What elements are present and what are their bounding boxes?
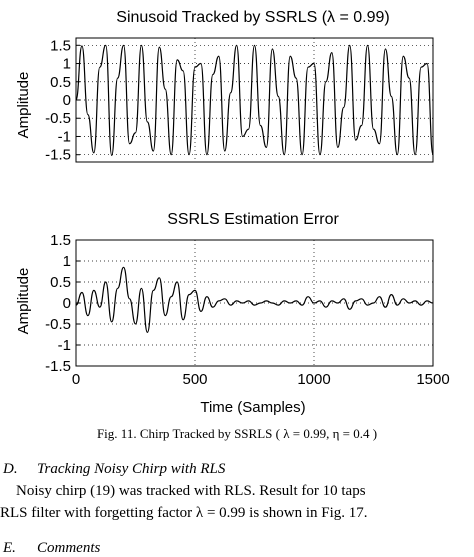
y-tick-label: -0.5 <box>45 316 71 333</box>
plot-1-title: Sinusoid Tracked by SSRLS (λ = 0.99) <box>116 9 389 26</box>
figure-caption: Fig. 11. Chirp Tracked by SSRLS ( λ = 0.… <box>96 426 378 441</box>
y-tick-label: -1 <box>58 337 71 354</box>
plot-2-title: SSRLS Estimation Error <box>167 211 339 228</box>
x-tick-label: 1500 <box>416 371 449 388</box>
y-tick-label: 0 <box>63 295 71 312</box>
y-tick-label: 0 <box>63 92 71 109</box>
plot-2-series-line <box>75 266 434 334</box>
plot-2-frame <box>75 239 434 367</box>
y-tick-label: -0.5 <box>45 110 71 127</box>
plot-2-ylabel: Amplitude <box>15 268 32 335</box>
plot-1-ylabel: Amplitude <box>15 72 32 139</box>
plot-1-frame <box>75 37 434 163</box>
y-tick-label: 0.5 <box>50 74 71 91</box>
plot-1-grid <box>76 38 433 162</box>
plot-1-yticks: 1.5 10.50-0.5-1 -1.5 <box>45 37 80 164</box>
paragraph-line-2: RLS filter with forgetting factor λ = 0.… <box>0 505 368 521</box>
next-section-number: E. <box>3 540 16 556</box>
plot-1-series-line <box>75 44 434 157</box>
y-tick-label: -1 <box>58 128 71 145</box>
y-tick-label: 1 <box>63 56 71 73</box>
plot-2-grid <box>76 239 433 367</box>
y-tick-label: -1.5 <box>45 358 71 375</box>
next-section-heading: E. Comments <box>3 540 100 557</box>
y-tick-label: 1.5 <box>50 232 71 249</box>
sinusoid-plot: Sinusoid Tracked by SSRLS (λ = 0.99) Amp… <box>15 9 434 164</box>
plot-2-xlabel: Time (Samples) <box>200 399 305 416</box>
next-section-title: Comments <box>37 540 101 556</box>
x-tick-label: 1000 <box>297 371 330 388</box>
plot-2-yticks: 1.5 1 0.5 0 -0.5 -1 -1.5 <box>45 232 80 375</box>
x-tick-label: 0 <box>72 371 80 388</box>
section-number: D. <box>3 461 18 477</box>
section-heading: D. Tracking Noisy Chirp with RLS <box>3 461 225 478</box>
x-tick-label: 500 <box>182 371 207 388</box>
figure: Sinusoid Tracked by SSRLS (λ = 0.99) Amp… <box>15 9 450 416</box>
y-tick-label: -1.5 <box>45 147 71 164</box>
section-title: Tracking Noisy Chirp with RLS <box>37 461 226 477</box>
y-tick-label: 1.5 <box>50 37 71 54</box>
y-tick-label: 1 <box>63 253 71 270</box>
paragraph-line-1: Noisy chirp (19) was tracked with RLS. R… <box>16 483 366 499</box>
plot-2-xticks: 0 500 1000 1500 <box>72 371 450 388</box>
y-tick-label: 0.5 <box>50 274 71 291</box>
error-plot: SSRLS Estimation Error Amplitude 1.5 1 0.5… <box>15 211 450 416</box>
